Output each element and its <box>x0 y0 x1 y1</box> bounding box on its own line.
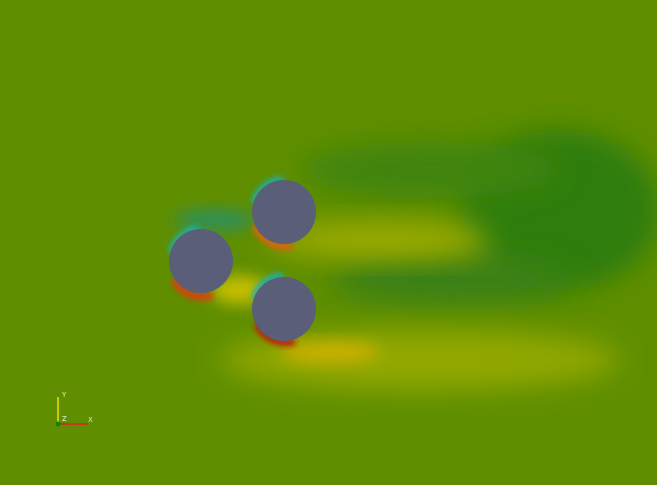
y-axis-label: Y <box>61 391 67 399</box>
cylinder <box>252 277 316 341</box>
z-axis-label: Z <box>62 415 67 423</box>
shear-red <box>252 224 294 250</box>
cylinders <box>169 180 316 341</box>
cylinder <box>169 229 233 293</box>
z-axis <box>55 421 61 427</box>
wake-dark <box>300 142 560 198</box>
wake-dark <box>330 255 570 305</box>
shear-cyan <box>175 210 255 230</box>
wake-yellow <box>270 222 490 258</box>
shear-yellow <box>280 342 380 362</box>
shear-red <box>171 278 214 301</box>
wake-field <box>175 130 657 390</box>
cylinder <box>252 180 316 244</box>
axes-triad: Y Z X <box>55 391 93 427</box>
x-axis-label: X <box>88 416 93 424</box>
